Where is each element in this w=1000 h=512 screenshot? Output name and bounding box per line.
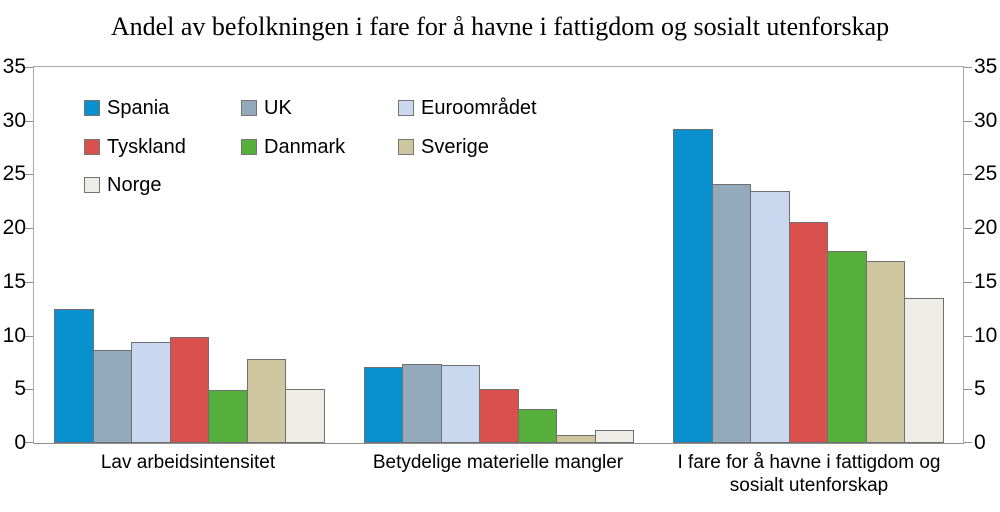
bar-tyskland-group2 [479, 389, 519, 443]
legend-label: Danmark [264, 135, 346, 158]
y-tick-right-25 [964, 174, 972, 175]
y-tick-label-right-25: 25 [974, 162, 998, 185]
y-tick-label-right-10: 10 [974, 324, 998, 347]
y-tick-right-20 [964, 228, 972, 229]
y-tick-left-20 [25, 228, 33, 229]
bar-uk-group2 [402, 364, 442, 443]
legend-swatch-euroomr-det [398, 100, 414, 116]
x-label-betydelige-materielle-mangler: Betydelige materielle mangler [372, 452, 624, 473]
bar-tyskland-group1 [169, 337, 210, 443]
y-tick-label-left-25: 25 [2, 162, 26, 185]
legend-swatch-sverige [398, 138, 414, 155]
legend-item-sverige: Sverige [398, 137, 489, 157]
bar-sverige-group1 [246, 359, 287, 443]
y-tick-left-15 [25, 282, 33, 283]
y-tick-label-left-5: 5 [14, 377, 26, 400]
legend-swatch-norge [84, 177, 100, 193]
bar-tyskland-group3 [788, 222, 829, 443]
bar-norge-group2 [594, 430, 635, 443]
bar-uk-group3 [711, 184, 752, 443]
bar-sverige-group2 [556, 435, 596, 443]
x-label-lav-arbeidsintensitet: Lav arbeidsintensitet [100, 452, 276, 473]
bar-sverige-group3 [865, 261, 906, 443]
legend-label: Euroområdet [421, 97, 537, 119]
y-tick-left-10 [25, 336, 33, 337]
y-tick-left-5 [25, 389, 33, 390]
legend-swatch-uk [241, 100, 257, 116]
bar-norge-group1 [285, 389, 325, 443]
y-tick-right-0 [964, 442, 972, 443]
bar-norge-group3 [904, 298, 944, 443]
y-tick-label-right-15: 15 [974, 270, 998, 293]
y-tick-label-left-0: 0 [14, 431, 26, 454]
y-tick-label-right-0: 0 [974, 431, 986, 454]
x-label-i-fare-for-fattigdom: I fare for å havne i fattigdom og sosial… [677, 452, 941, 496]
bar-uk-group1 [92, 350, 133, 443]
y-tick-left-0 [25, 442, 33, 443]
y-tick-left-25 [25, 174, 33, 175]
legend-label: Sverige [421, 135, 489, 158]
legend-label: UK [264, 97, 292, 119]
y-tick-right-5 [964, 389, 972, 390]
bar-spania-group2 [363, 367, 404, 443]
y-tick-right-15 [964, 282, 972, 283]
legend-item-tyskland: Tyskland [84, 137, 186, 157]
y-tick-label-right-35: 35 [974, 55, 998, 78]
legend-item-spania: Spania [84, 98, 169, 118]
legend-swatch-spania [84, 100, 100, 116]
y-tick-left-30 [25, 121, 33, 122]
bar-danmark-group1 [208, 390, 248, 443]
y-tick-label-left-20: 20 [2, 216, 26, 239]
legend-item-euroomr-det: Euroområdet [398, 98, 537, 118]
y-tick-label-right-20: 20 [974, 216, 998, 239]
y-tick-right-30 [964, 121, 972, 122]
bar-euroomr-det-group2 [440, 365, 481, 443]
y-tick-label-left-10: 10 [2, 324, 26, 347]
y-tick-label-right-5: 5 [974, 377, 986, 400]
bar-spania-group3 [673, 129, 713, 443]
legend-item-danmark: Danmark [241, 137, 345, 157]
legend-label: Tyskland [107, 135, 186, 158]
plot-area: Spania UK Euroområdet Tyskland Danmark Sverig… [25, 66, 972, 444]
bar-danmark-group2 [517, 409, 558, 443]
y-tick-label-left-35: 35 [2, 55, 26, 78]
legend-swatch-tyskland [84, 138, 100, 155]
legend-swatch-danmark [241, 138, 257, 155]
legend-label: Spania [107, 97, 170, 119]
bar-spania-group1 [54, 309, 94, 443]
bar-euroomr-det-group3 [750, 191, 790, 443]
legend-item-uk: UK [241, 98, 292, 118]
bar-euroomr-det-group1 [131, 342, 171, 443]
bar-danmark-group3 [827, 251, 867, 443]
legend-item-norge: Norge [84, 175, 161, 195]
y-tick-label-right-30: 30 [974, 109, 998, 132]
y-tick-right-35 [964, 67, 972, 68]
legend-label: Norge [107, 174, 162, 196]
y-tick-right-10 [964, 336, 972, 337]
y-tick-label-left-30: 30 [2, 109, 26, 132]
y-tick-label-left-15: 15 [2, 270, 26, 293]
y-tick-left-35 [25, 67, 33, 68]
chart-title: Andel av befolkningen i fare for å havne… [110, 12, 890, 41]
